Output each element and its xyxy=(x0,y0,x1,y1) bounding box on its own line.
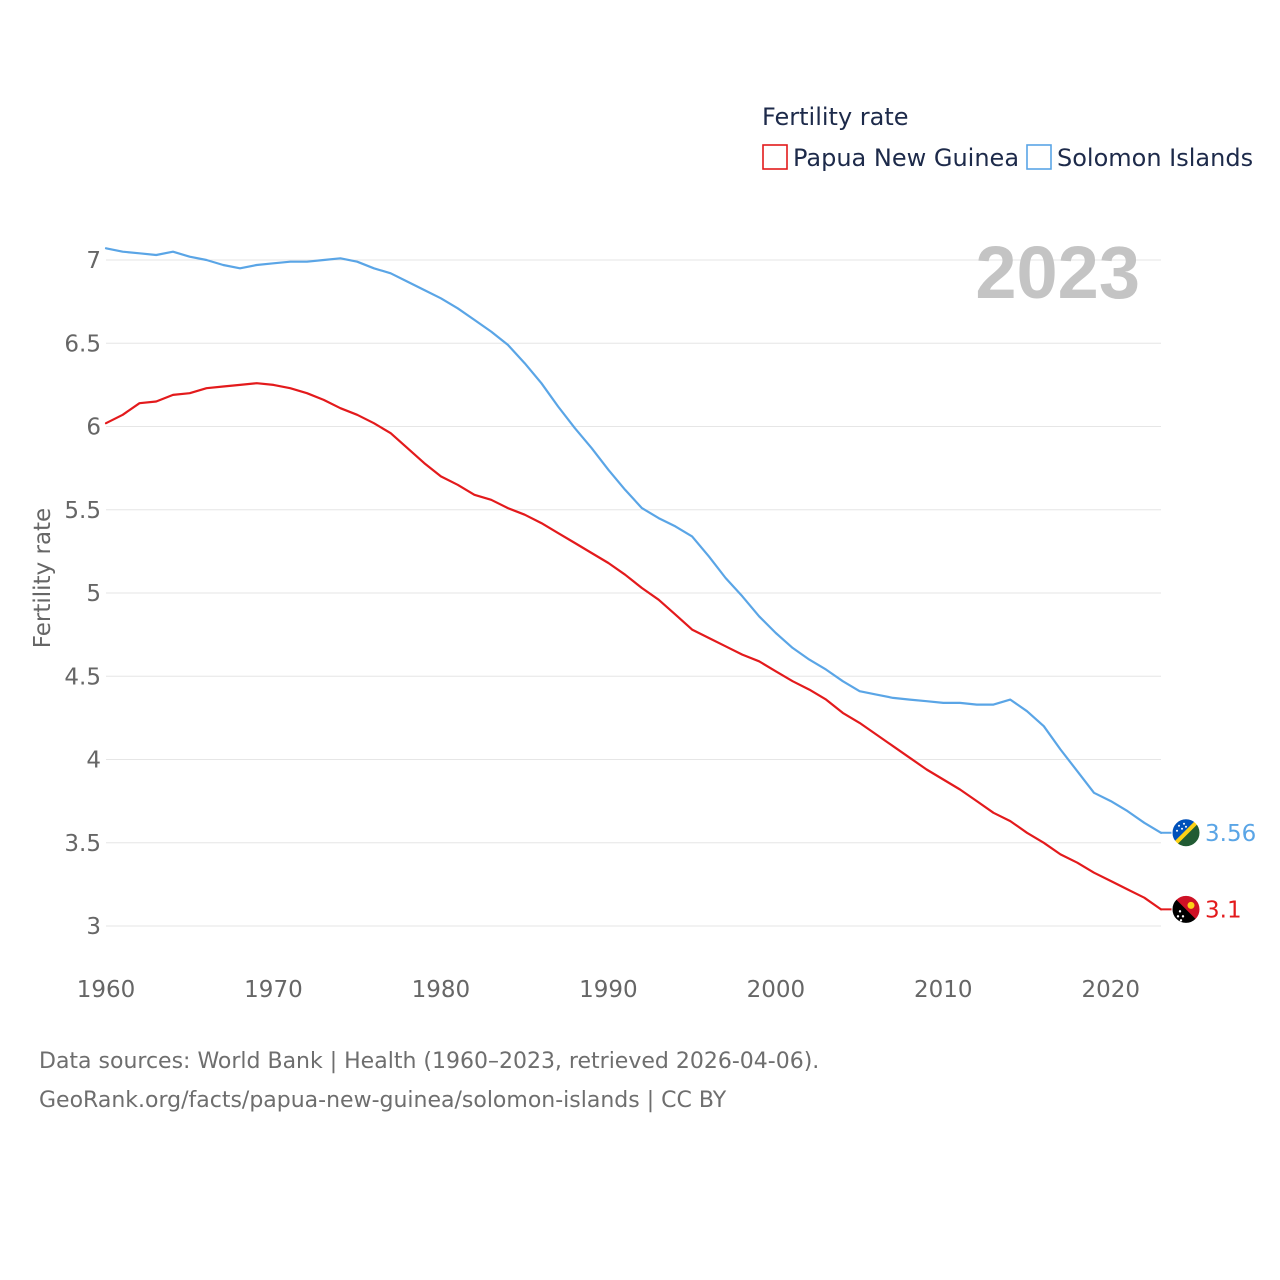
y-tick-label: 5 xyxy=(86,581,101,607)
fertility-rate-line-chart: 3 3.5 4 4.5 5 5.5 6 6.5 7 1960 1970 1980 1990 2000 20… xyxy=(30,103,1256,1003)
series-line-0 xyxy=(104,382,1163,911)
solomon-islands-flag-icon xyxy=(1171,818,1201,848)
end-value-label: 3.56 xyxy=(1205,821,1256,847)
x-tick-label: 1960 xyxy=(77,977,136,1003)
y-tick-label: 6 xyxy=(86,415,101,441)
legend-title: Fertility rate xyxy=(762,103,909,131)
end-value-label: 3.1 xyxy=(1205,897,1242,923)
y-tick-label: 3.5 xyxy=(64,831,101,857)
legend-label: Solomon Islands xyxy=(1057,144,1253,172)
legend-swatch xyxy=(762,144,788,170)
series-line-1 xyxy=(104,247,1163,834)
x-tick-label: 2020 xyxy=(1081,977,1140,1003)
y-tick-label: 7 xyxy=(86,248,101,274)
grid-lines xyxy=(106,259,1161,927)
chart-footer: Data sources: World Bank | Health (1960–… xyxy=(39,1042,819,1120)
series-lines xyxy=(104,247,1163,911)
y-tick-label: 6.5 xyxy=(64,331,101,357)
y-tick-label: 5.5 xyxy=(64,498,101,524)
papua-new-guinea-flag-icon xyxy=(1171,894,1201,924)
y-tick-label: 4 xyxy=(86,748,101,774)
x-tick-label: 1990 xyxy=(579,977,638,1003)
legend: Fertility rate Papua New Guinea Solomon I… xyxy=(762,103,1253,172)
x-tick-label: 2010 xyxy=(914,977,973,1003)
year-label: 2023 xyxy=(975,231,1140,314)
y-axis-label: Fertility rate xyxy=(30,508,56,648)
x-tick-label: 1970 xyxy=(244,977,303,1003)
legend-item-0[interactable]: Papua New Guinea xyxy=(762,144,1019,172)
y-tick-label: 4.5 xyxy=(64,664,101,690)
series-end-markers: 3.1 3.56 xyxy=(1161,818,1256,924)
data-sources-text: Data sources: World Bank | Health (1960–… xyxy=(39,1049,820,1074)
legend-label: Papua New Guinea xyxy=(793,144,1019,172)
y-axis-ticks: 3 3.5 4 4.5 5 5.5 6 6.5 7 xyxy=(64,248,101,940)
source-link[interactable]: GeoRank.org/facts/papua-new-guinea/solom… xyxy=(39,1088,727,1113)
legend-item-1[interactable]: Solomon Islands xyxy=(1026,144,1253,172)
x-tick-label: 2000 xyxy=(747,977,806,1003)
y-tick-label: 3 xyxy=(86,914,101,940)
legend-swatch xyxy=(1026,144,1052,170)
x-axis-ticks: 1960 1970 1980 1990 2000 2010 2020 xyxy=(77,977,1140,1003)
x-tick-label: 1980 xyxy=(412,977,471,1003)
